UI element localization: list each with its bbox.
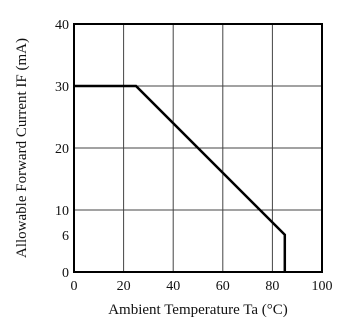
x-tick-label: 0 — [71, 279, 78, 294]
y-tick-label: 0 — [62, 266, 69, 281]
y-tick-label: 40 — [55, 18, 69, 33]
y-tick-label: 10 — [55, 204, 69, 219]
y-tick-label: 30 — [55, 80, 69, 95]
y-tick-labels: 0 6 10 20 30 40 — [55, 18, 69, 281]
x-tick-label: 40 — [166, 279, 180, 294]
x-tick-label: 100 — [312, 279, 333, 294]
y-tick-label: 6 — [62, 229, 69, 244]
y-tick-label: 20 — [55, 142, 69, 157]
x-tick-label: 80 — [265, 279, 279, 294]
x-tick-labels: 0 20 40 60 80 100 — [71, 279, 333, 294]
y-axis-title: Allowable Forward Current IF (mA) — [14, 38, 30, 258]
plot-frame — [73, 23, 323, 273]
x-tick-label: 20 — [117, 279, 131, 294]
series-line-0 — [74, 84, 287, 272]
x-axis-title: Ambient Temperature Ta (°C) — [108, 302, 288, 318]
x-tick-label: 60 — [216, 279, 230, 294]
